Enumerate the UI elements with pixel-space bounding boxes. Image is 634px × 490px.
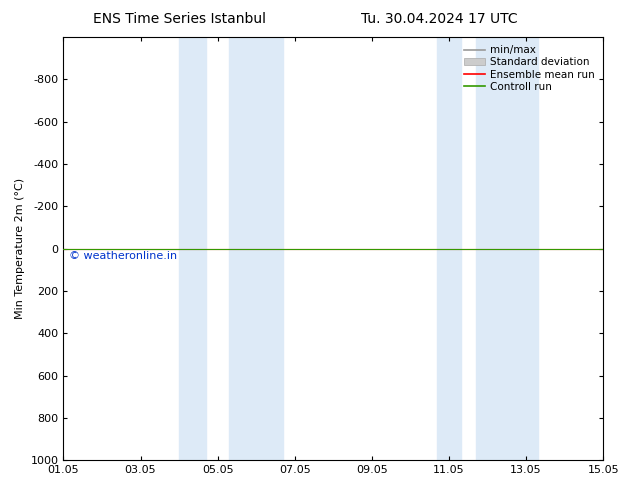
Bar [230, 37, 283, 460]
Legend: min/max, Standard deviation, Ensemble mean run, Controll run: min/max, Standard deviation, Ensemble me… [461, 42, 598, 95]
Bar [179, 37, 206, 460]
Text: © weatheronline.in: © weatheronline.in [69, 251, 177, 261]
Bar [476, 37, 538, 460]
Text: ENS Time Series Istanbul: ENS Time Series Istanbul [93, 12, 266, 26]
Y-axis label: Min Temperature 2m (°C): Min Temperature 2m (°C) [15, 178, 25, 319]
Text: Tu. 30.04.2024 17 UTC: Tu. 30.04.2024 17 UTC [361, 12, 518, 26]
Bar [437, 37, 460, 460]
